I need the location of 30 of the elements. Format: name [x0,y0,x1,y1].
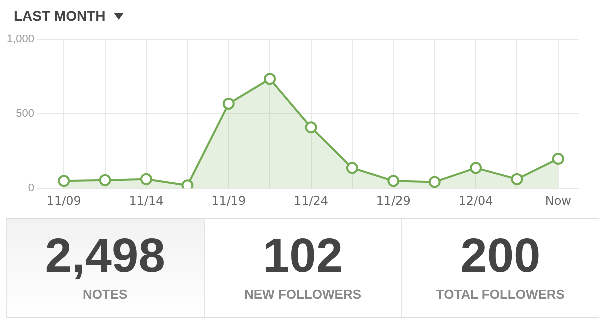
text: TOTAL FOLLOWERS [435,287,566,302]
point [99,174,112,186]
y-tick-label: 0 [28,182,35,195]
text: NEW FOLLOWERS [244,287,362,302]
point [222,98,235,110]
x-tick-label: 11/29 [376,194,411,208]
x-tick-label: 11/19 [212,194,246,208]
x-tick-label: 11/09 [46,194,82,208]
text: 2,498 [44,230,166,283]
point [182,180,194,189]
x-tick-label: 12/04 [458,194,494,208]
point [388,175,400,188]
x-tick-label: 11/24 [294,194,329,208]
point [552,152,564,165]
point [264,73,276,86]
text: 200 [460,230,542,283]
text: NOTES [82,287,129,302]
point [470,162,482,174]
point [140,173,153,186]
chart-title: LAST MONTH [14,8,106,24]
point [305,122,318,134]
y-tick-label: 1,000 [6,34,35,46]
y-tick-label: 500 [16,108,35,120]
point [511,173,524,186]
x-tick-label: 11/14 [129,194,164,208]
point [428,176,441,188]
point [58,175,70,188]
point [346,162,358,174]
text: 102 [262,230,344,283]
x-tick-label: Now [545,194,572,208]
